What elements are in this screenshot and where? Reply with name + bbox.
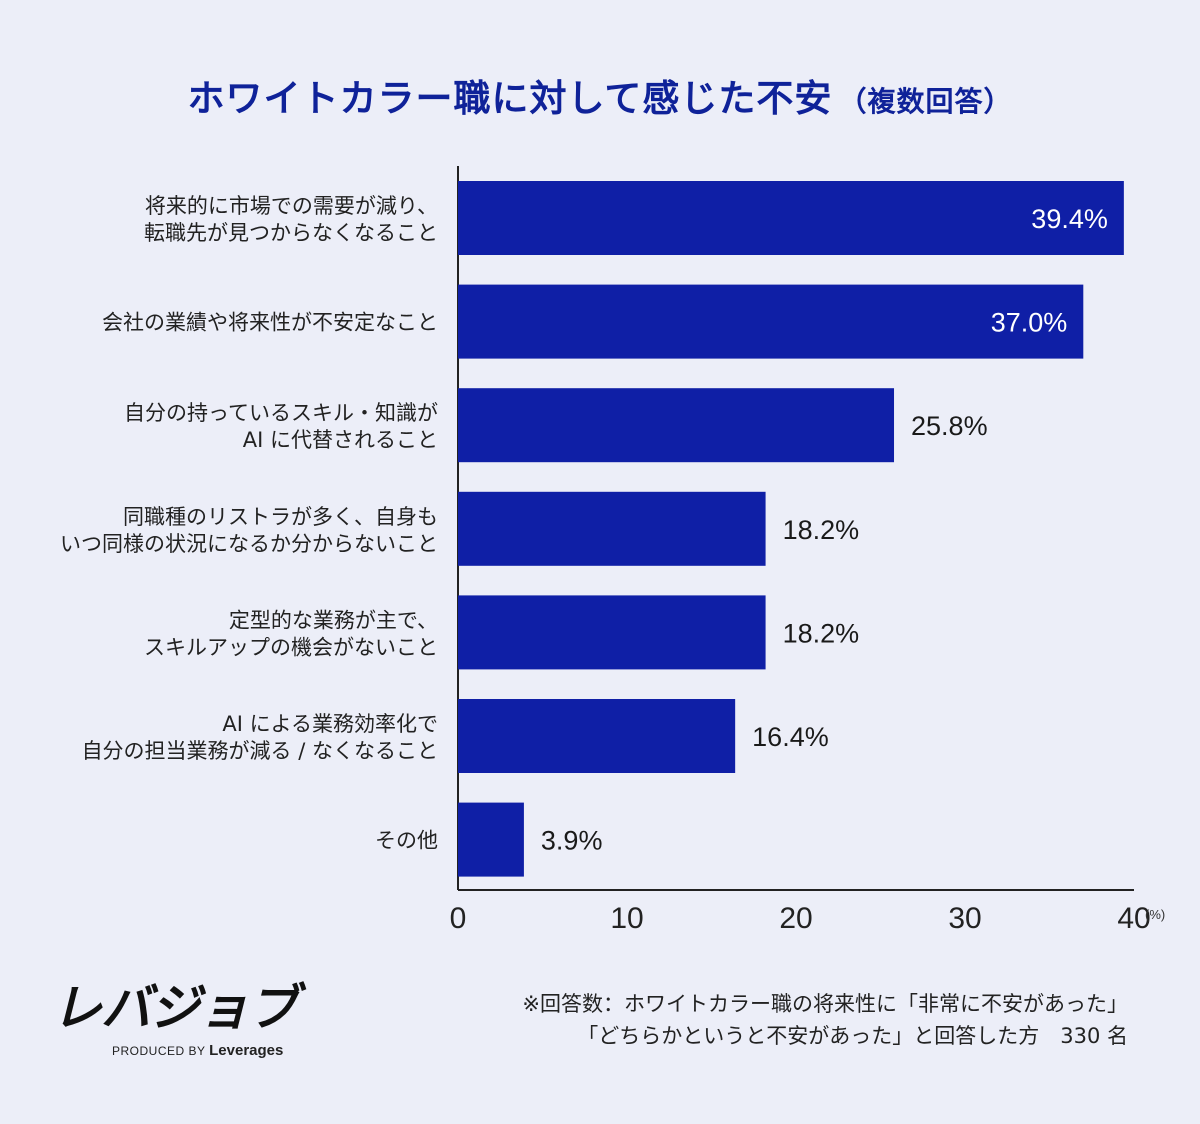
x-tick-label-40: 40 (1117, 902, 1150, 935)
bar-1 (458, 181, 1124, 255)
category-label-6-line-1: AI による業務効率化で (222, 712, 438, 736)
chart-title: ホワイトカラー職に対して感じた不安 （複数回答） (0, 68, 1200, 122)
bar-3 (458, 388, 895, 463)
bar-6 (458, 699, 736, 773)
bar-2 (458, 284, 1084, 359)
value-label-7: 3.9% (541, 826, 603, 856)
category-label-4-line-2: いつ同様の状況になるか分からないこと (60, 532, 438, 556)
x-tick-label-10: 10 (610, 902, 643, 935)
chart-title-main: ホワイトカラー職に対して感じた不安 (187, 77, 833, 120)
category-label-7-line-1: その他 (375, 829, 438, 853)
chart-title-suffix: （複数回答） (838, 85, 1013, 118)
category-label-4-line-1: 同職種のリストラが多く、自身も (123, 505, 438, 529)
bar-5 (458, 595, 766, 670)
category-label-6-line-2: 自分の担当業務が減る / なくなること (82, 739, 438, 763)
category-label-2-line-1: 会社の業績や将来性が不安定なこと (102, 311, 438, 335)
x-axis-unit: (%) (1145, 907, 1165, 922)
category-label-3-line-1: 自分の持っているスキル・知識が (124, 401, 438, 425)
x-tick-label-20: 20 (779, 902, 812, 935)
bar-4 (458, 491, 766, 566)
category-label-3-line-2: AI に代替されること (243, 428, 438, 452)
x-tick-label-30: 30 (948, 902, 981, 935)
logo-wordmark: レバジョブ (52, 979, 298, 1037)
category-label-1-line-1: 将来的に市場での需要が減り、 (145, 194, 438, 218)
logo-tagline-brand: Leverages (209, 1042, 284, 1059)
x-tick-label-0: 0 (450, 902, 467, 935)
footnote: ※回答数：ホワイトカラー職の将来性に「非常に不安があった」 「どちらかというと不… (368, 988, 1128, 1052)
category-label-1-line-2: 転職先が見つからなくなること (144, 221, 438, 245)
logo-tagline: PRODUCED BY Leverages (112, 1042, 312, 1059)
category-label-5-line-2: スキルアップの機会がないこと (144, 635, 438, 659)
brand-logo: レバジョブ PRODUCED BY Leverages (52, 978, 312, 1059)
value-label-1: 39.4% (1031, 204, 1108, 234)
value-label-3: 25.8% (911, 411, 988, 441)
value-label-2: 37.0% (991, 308, 1068, 338)
value-label-6: 16.4% (752, 722, 829, 752)
bar-7 (458, 802, 524, 877)
logo-tagline-prefix: PRODUCED BY (112, 1044, 206, 1058)
value-label-4: 18.2% (783, 515, 860, 545)
category-label-5-line-1: 定型的な業務が主で、 (229, 608, 438, 632)
value-label-5: 18.2% (783, 618, 860, 648)
footnote-line-2: 「どちらかというと不安があった」と回答した方 330 名 (577, 1024, 1128, 1048)
bar-chart: 39.4% 将来的に市場での需要が減り、転職先が見つからなくなること 37.0% 会社… (60, 166, 1165, 935)
footnote-line-1: ※回答数：ホワイトカラー職の将来性に「非常に不安があった」 (522, 992, 1128, 1016)
